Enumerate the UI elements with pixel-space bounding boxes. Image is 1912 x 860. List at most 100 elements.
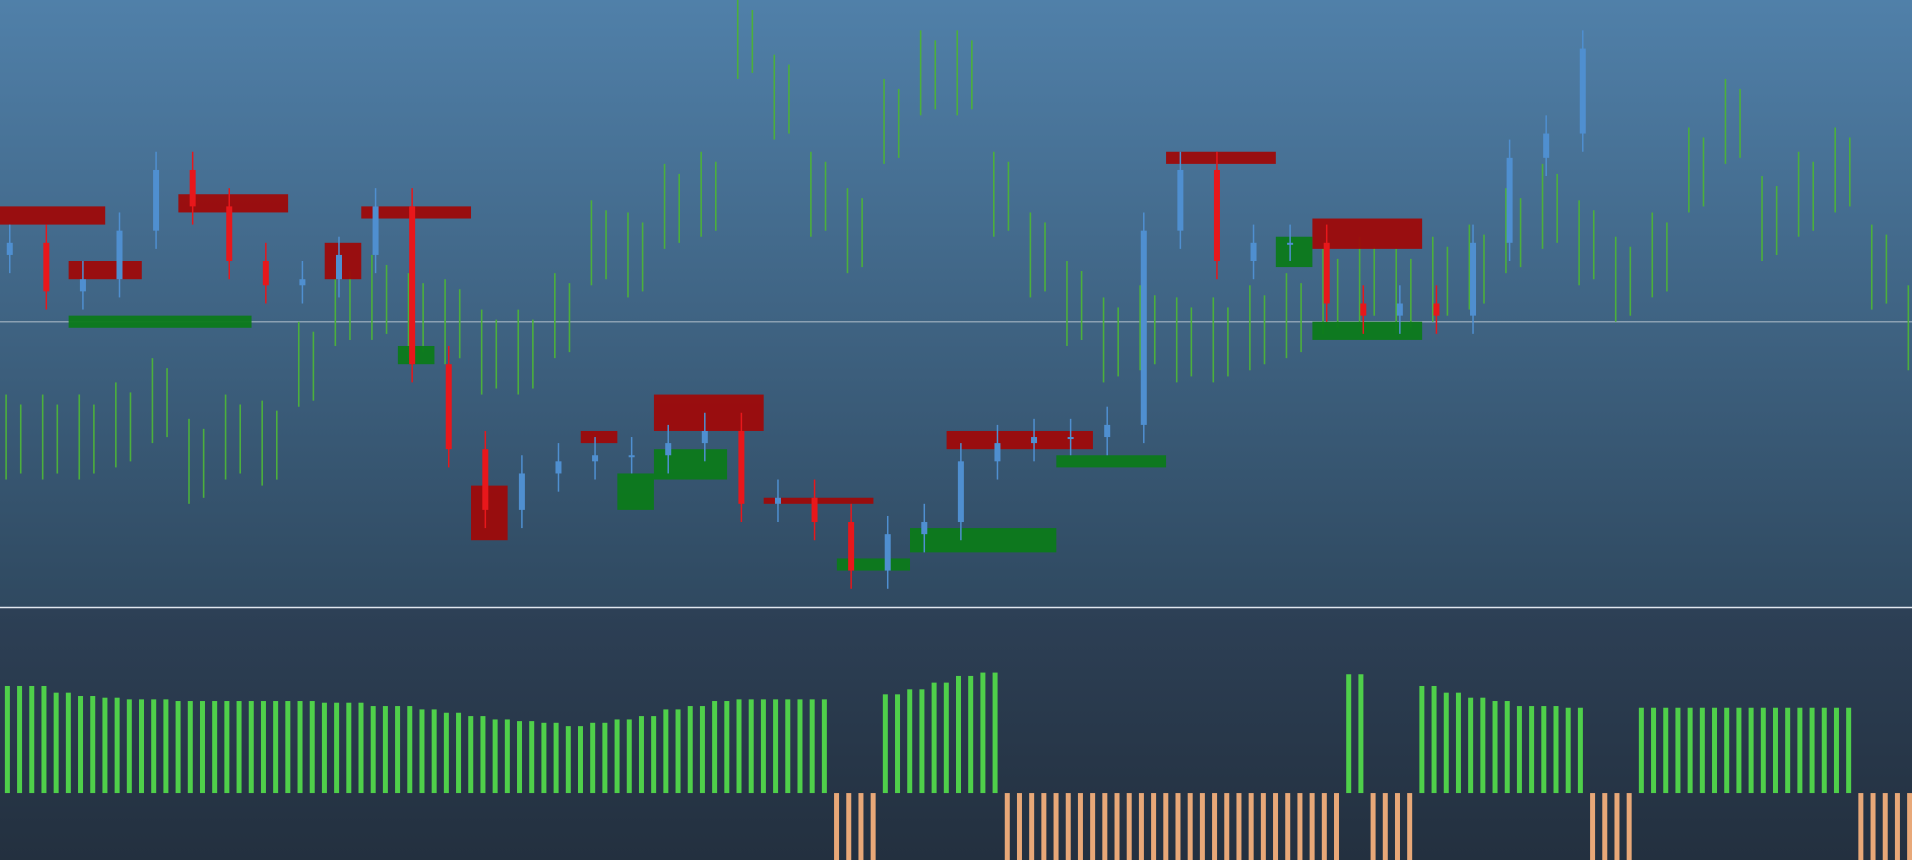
candle-body	[409, 206, 416, 365]
candle-body	[1579, 48, 1586, 134]
indicator-bar	[1760, 707, 1766, 794]
candle-body	[189, 169, 196, 207]
indicator-bar	[748, 699, 754, 794]
indicator-bar	[1712, 707, 1718, 794]
indicator-bar	[1138, 793, 1144, 860]
candle-body	[1067, 437, 1074, 440]
indicator-bar	[309, 701, 315, 794]
indicator-bar	[321, 702, 327, 794]
candle-body	[1250, 242, 1257, 262]
indicator-bar	[980, 672, 986, 794]
candle-body	[43, 242, 50, 292]
candle-body	[1287, 242, 1294, 245]
indicator-bar	[992, 672, 998, 794]
candle-body	[701, 430, 708, 444]
candle-body	[262, 261, 269, 286]
indicator-bar	[1443, 692, 1449, 794]
indicator-bar	[541, 722, 547, 794]
indicator-bar	[1590, 793, 1596, 860]
indicator-bar	[809, 699, 815, 794]
indicator-bar	[895, 694, 901, 794]
indicator-bar	[1468, 697, 1474, 794]
candle-body	[628, 455, 635, 458]
indicator-bar	[590, 722, 596, 794]
indicator-bar	[919, 689, 925, 794]
candle-body	[1104, 424, 1111, 438]
indicator-bar	[248, 701, 254, 794]
indicator-bar	[504, 719, 510, 794]
indicator-bar	[1151, 793, 1157, 860]
indicator-bar	[907, 689, 913, 794]
indicator-bar	[1029, 793, 1035, 860]
indicator-bar	[236, 701, 242, 794]
indicator-bar	[29, 685, 35, 794]
indicator-bar	[1858, 793, 1864, 860]
indicator-bar	[212, 701, 218, 794]
indicator-bar	[1090, 793, 1096, 860]
order-block	[471, 485, 508, 541]
indicator-bar	[1492, 701, 1498, 794]
indicator-bar	[199, 701, 205, 794]
indicator-bar	[456, 712, 462, 794]
order-block	[1166, 151, 1276, 164]
indicator-bar	[1529, 706, 1535, 794]
indicator-bar	[370, 706, 376, 794]
indicator-bar	[1516, 706, 1522, 794]
indicator-bar	[565, 726, 571, 794]
indicator-bar	[1175, 793, 1181, 860]
indicator-bar	[1407, 793, 1413, 860]
candle-body	[1433, 303, 1440, 316]
indicator-bar	[785, 699, 791, 794]
order-block	[653, 449, 728, 480]
indicator-bar	[1053, 793, 1059, 860]
indicator-bar	[273, 701, 279, 794]
indicator-bar	[663, 709, 669, 794]
indicator-bar	[687, 706, 693, 794]
indicator-bar	[1541, 706, 1547, 794]
indicator-bar	[1651, 707, 1657, 794]
candle-body	[1323, 242, 1330, 304]
indicator-bar	[797, 699, 803, 794]
order-block	[1312, 321, 1423, 340]
indicator-bar	[1224, 793, 1230, 860]
candle-body	[335, 254, 342, 280]
candle-body	[774, 497, 781, 504]
indicator-bar	[1309, 793, 1315, 860]
indicator-bar	[1809, 707, 1815, 794]
indicator-bar	[151, 699, 157, 794]
indicator-bar	[1016, 793, 1022, 860]
indicator-bar	[1431, 685, 1437, 794]
indicator-bar	[187, 701, 193, 794]
indicator-bar	[41, 685, 47, 794]
indicator-bar	[1273, 793, 1279, 860]
indicator-bar	[931, 682, 937, 794]
indicator-bar	[1212, 793, 1218, 860]
order-block	[1275, 236, 1313, 268]
indicator-bar	[1675, 707, 1681, 794]
indicator-bar	[1480, 697, 1486, 794]
candle-body	[738, 430, 745, 504]
indicator-bar	[1285, 793, 1291, 860]
indicator-bar	[846, 793, 852, 860]
candle-body	[79, 279, 86, 292]
price-panel	[0, 0, 1912, 607]
candle-body	[1213, 169, 1220, 262]
indicator-bar	[1358, 674, 1364, 794]
indicator-bar	[870, 793, 876, 860]
order-block	[946, 430, 1093, 450]
candle-body	[811, 497, 818, 523]
candle-body	[153, 169, 160, 231]
indicator-bar	[1321, 793, 1327, 860]
candle-body	[884, 534, 891, 571]
indicator-bar	[834, 793, 840, 860]
indicator-bar	[1260, 793, 1266, 860]
indicator-bar	[1297, 793, 1303, 860]
indicator-bar	[65, 692, 71, 794]
indicator-bar	[1748, 707, 1754, 794]
indicator-bar	[90, 696, 96, 794]
indicator-bar	[773, 699, 779, 794]
candle-body	[1396, 303, 1403, 316]
indicator-bar	[626, 719, 632, 794]
indicator-bar	[285, 701, 291, 794]
